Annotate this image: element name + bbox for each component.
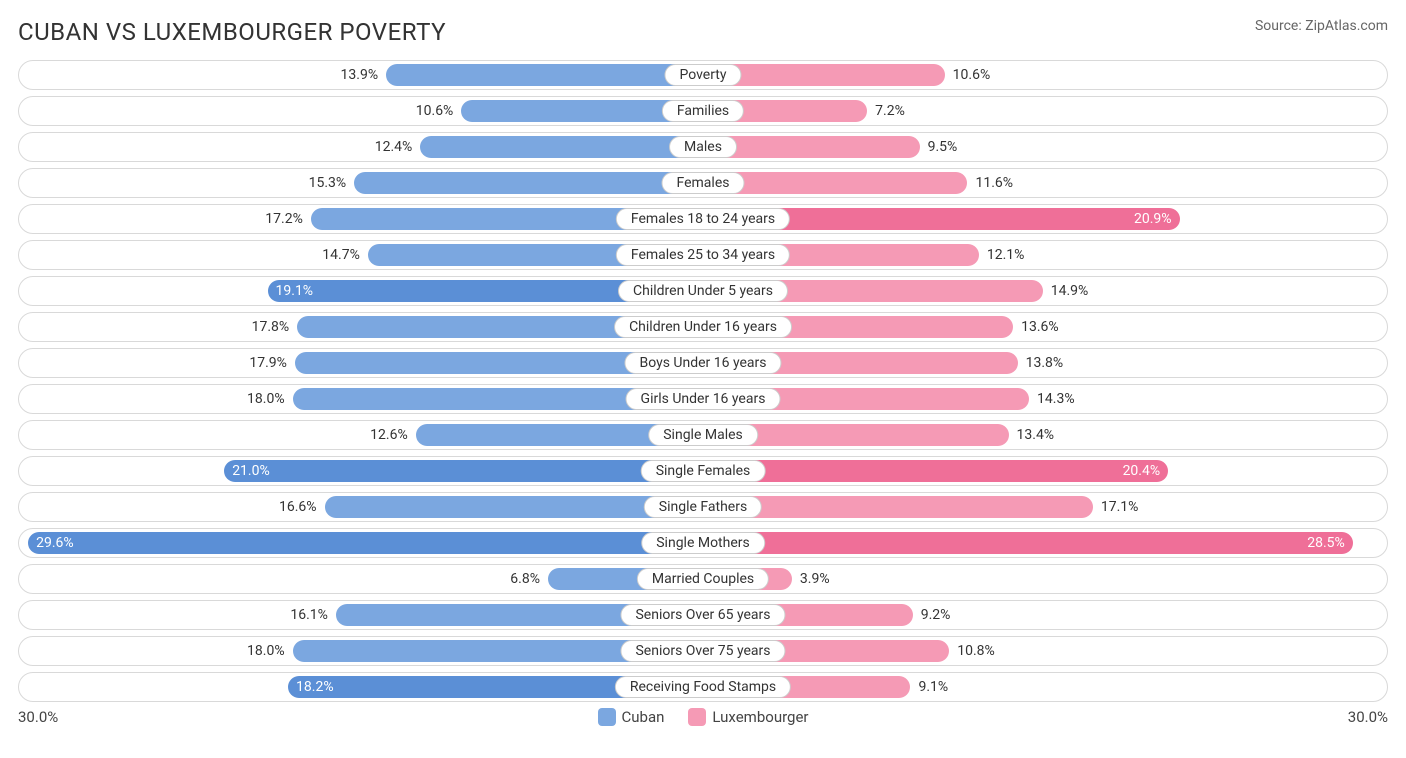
- category-label: Single Females: [641, 460, 766, 482]
- legend-label-right: Luxembourger: [712, 708, 808, 726]
- bar-value-right: 17.1%: [1093, 493, 1147, 521]
- chart-row: 19.1% 14.9% Children Under 5 years: [18, 276, 1388, 306]
- bar-left: [420, 136, 703, 158]
- bar-value-right: 14.9%: [1043, 277, 1097, 305]
- chart-row: 12.4% 9.5% Males: [18, 132, 1388, 162]
- category-label: Seniors Over 65 years: [620, 604, 785, 626]
- bar-value-right: 9.2%: [913, 601, 959, 629]
- bar-value-left: 13.9%: [333, 61, 387, 89]
- category-label: Poverty: [664, 64, 741, 86]
- chart-row: 18.0% 14.3% Girls Under 16 years: [18, 384, 1388, 414]
- bar-value-left: 14.7%: [314, 241, 368, 269]
- bar-value-right: 20.4%: [1115, 457, 1169, 485]
- category-label: Males: [669, 136, 737, 158]
- bar-value-left: 18.0%: [239, 637, 293, 665]
- bar-value-left: 29.6%: [28, 529, 82, 557]
- chart-row: 12.6% 13.4% Single Males: [18, 420, 1388, 450]
- chart-row: 16.1% 9.2% Seniors Over 65 years: [18, 600, 1388, 630]
- bar-value-left: 12.4%: [367, 133, 421, 161]
- chart-row: 13.9% 10.6% Poverty: [18, 60, 1388, 90]
- diverging-bar-chart: 13.9% 10.6% Poverty 10.6% 7.2% Families 12.4% 9…: [18, 60, 1388, 702]
- bar-value-right: 3.9%: [792, 565, 838, 593]
- bar-left: [224, 460, 703, 482]
- bar-value-right: 14.3%: [1029, 385, 1083, 413]
- bar-value-left: 12.6%: [362, 421, 416, 449]
- category-label: Single Males: [648, 424, 758, 446]
- bar-value-right: 12.1%: [979, 241, 1033, 269]
- legend-item-left: Cuban: [598, 708, 665, 726]
- category-label: Children Under 5 years: [618, 280, 788, 302]
- category-label: Seniors Over 75 years: [620, 640, 785, 662]
- chart-row: 15.3% 11.6% Females: [18, 168, 1388, 198]
- chart-row: 21.0% 20.4% Single Females: [18, 456, 1388, 486]
- chart-row: 6.8% 3.9% Married Couples: [18, 564, 1388, 594]
- bar-value-right: 28.5%: [1299, 529, 1353, 557]
- bar-left: [28, 532, 703, 554]
- bar-value-right: 9.5%: [920, 133, 966, 161]
- chart-row: 17.9% 13.8% Boys Under 16 years: [18, 348, 1388, 378]
- category-label: Single Fathers: [644, 496, 762, 518]
- bar-value-right: 10.8%: [949, 637, 1003, 665]
- axis-max-right: 30.0%: [1308, 708, 1388, 726]
- bar-value-right: 10.6%: [945, 61, 999, 89]
- bar-value-left: 16.6%: [271, 493, 325, 521]
- chart-row: 18.0% 10.8% Seniors Over 75 years: [18, 636, 1388, 666]
- legend: Cuban Luxembourger: [98, 708, 1308, 726]
- category-label: Families: [662, 100, 744, 122]
- bar-right: [703, 532, 1353, 554]
- category-label: Married Couples: [637, 568, 769, 590]
- bar-left: [386, 64, 703, 86]
- legend-swatch-right: [688, 708, 706, 726]
- chart-row: 10.6% 7.2% Families: [18, 96, 1388, 126]
- legend-item-right: Luxembourger: [688, 708, 808, 726]
- bar-value-left: 16.1%: [282, 601, 336, 629]
- legend-swatch-left: [598, 708, 616, 726]
- bar-value-left: 17.2%: [257, 205, 311, 233]
- bar-value-left: 18.2%: [288, 673, 342, 701]
- bar-value-left: 19.1%: [268, 277, 322, 305]
- chart-row: 17.2% 20.9% Females 18 to 24 years: [18, 204, 1388, 234]
- bar-value-right: 13.4%: [1009, 421, 1063, 449]
- chart-source: Source: ZipAtlas.com: [1255, 18, 1388, 34]
- category-label: Boys Under 16 years: [624, 352, 781, 374]
- bar-left: [354, 172, 703, 194]
- category-label: Girls Under 16 years: [626, 388, 781, 410]
- category-label: Children Under 16 years: [614, 316, 792, 338]
- chart-row: 16.6% 17.1% Single Fathers: [18, 492, 1388, 522]
- bar-value-right: 9.1%: [910, 673, 956, 701]
- chart-row: 14.7% 12.1% Females 25 to 34 years: [18, 240, 1388, 270]
- bar-value-left: 18.0%: [239, 385, 293, 413]
- axis-max-left: 30.0%: [18, 708, 98, 726]
- category-label: Single Mothers: [641, 532, 765, 554]
- category-label: Females: [662, 172, 745, 194]
- legend-label-left: Cuban: [622, 708, 665, 726]
- chart-header: CUBAN VS LUXEMBOURGER POVERTY Source: Zi…: [18, 18, 1388, 46]
- bar-value-left: 21.0%: [224, 457, 278, 485]
- chart-row: 29.6% 28.5% Single Mothers: [18, 528, 1388, 558]
- bar-value-left: 17.9%: [241, 349, 295, 377]
- bar-right: [703, 460, 1168, 482]
- chart-row: 17.8% 13.6% Children Under 16 years: [18, 312, 1388, 342]
- bar-value-right: 7.2%: [867, 97, 913, 125]
- bar-value-left: 6.8%: [502, 565, 548, 593]
- bar-value-right: 11.6%: [967, 169, 1021, 197]
- bar-value-left: 10.6%: [408, 97, 462, 125]
- bar-value-right: 13.8%: [1018, 349, 1072, 377]
- category-label: Females 25 to 34 years: [616, 244, 790, 266]
- chart-title: CUBAN VS LUXEMBOURGER POVERTY: [18, 18, 446, 46]
- category-label: Receiving Food Stamps: [615, 676, 791, 698]
- bar-value-right: 13.6%: [1013, 313, 1067, 341]
- bar-value-left: 15.3%: [301, 169, 355, 197]
- chart-footer: 30.0% Cuban Luxembourger 30.0%: [18, 708, 1388, 726]
- chart-row: 18.2% 9.1% Receiving Food Stamps: [18, 672, 1388, 702]
- bar-value-left: 17.8%: [244, 313, 298, 341]
- bar-value-right: 20.9%: [1126, 205, 1180, 233]
- category-label: Females 18 to 24 years: [616, 208, 790, 230]
